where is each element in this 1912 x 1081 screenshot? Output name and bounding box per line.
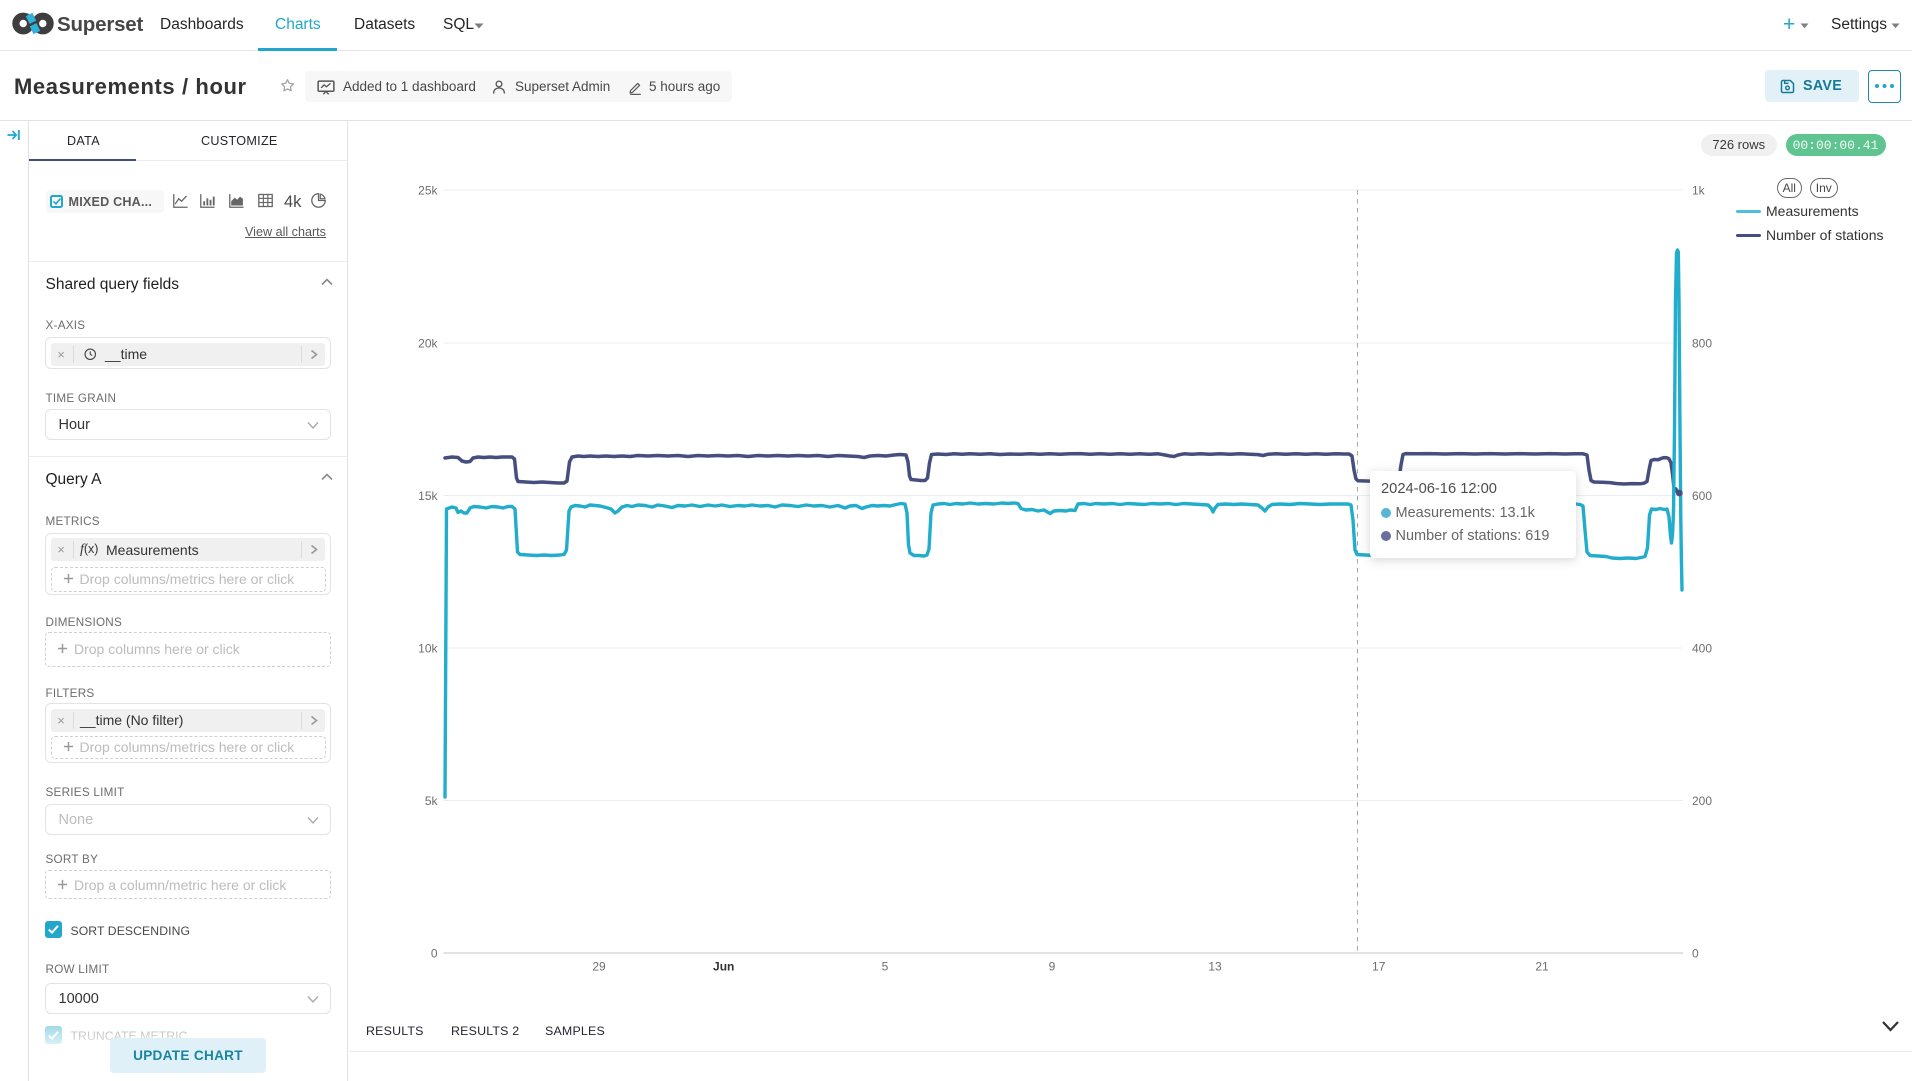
svg-text:9: 9 — [1049, 960, 1056, 974]
svg-text:800: 800 — [1692, 337, 1712, 351]
svg-text:5: 5 — [882, 960, 889, 974]
svg-text:600: 600 — [1692, 489, 1712, 503]
svg-text:0: 0 — [1692, 947, 1699, 961]
svg-text:0: 0 — [431, 947, 438, 961]
svg-text:10k: 10k — [418, 642, 438, 656]
svg-text:17: 17 — [1372, 960, 1386, 974]
svg-text:200: 200 — [1692, 794, 1712, 808]
svg-text:Jun: Jun — [713, 960, 734, 974]
svg-text:13: 13 — [1208, 960, 1222, 974]
svg-text:400: 400 — [1692, 642, 1712, 656]
svg-text:5k: 5k — [425, 794, 439, 808]
svg-text:25k: 25k — [418, 184, 438, 198]
svg-text:15k: 15k — [418, 489, 438, 503]
svg-text:1k: 1k — [1692, 184, 1706, 198]
svg-text:21: 21 — [1535, 960, 1549, 974]
svg-text:29: 29 — [592, 960, 606, 974]
svg-text:20k: 20k — [418, 337, 438, 351]
